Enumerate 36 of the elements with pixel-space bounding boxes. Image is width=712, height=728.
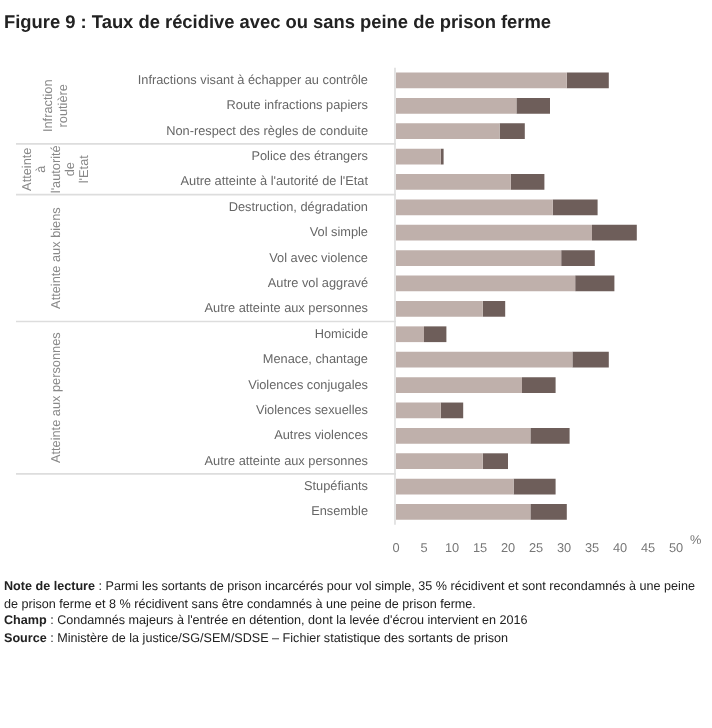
bar xyxy=(396,72,567,89)
bar xyxy=(396,250,562,266)
bar xyxy=(572,351,609,368)
bar xyxy=(396,402,441,419)
bar xyxy=(396,377,522,393)
bar xyxy=(522,377,556,393)
bar xyxy=(575,275,615,292)
bar xyxy=(396,148,441,165)
bar xyxy=(482,300,506,317)
bar xyxy=(396,199,553,216)
bar xyxy=(396,453,483,470)
bar xyxy=(396,478,514,495)
bar xyxy=(530,504,567,520)
bar xyxy=(396,326,424,343)
bar xyxy=(396,97,517,114)
bar xyxy=(592,224,637,241)
bar xyxy=(396,300,483,317)
bar xyxy=(396,275,576,292)
bar xyxy=(396,504,531,520)
bar xyxy=(513,478,556,495)
bar xyxy=(482,453,508,470)
bar xyxy=(530,427,570,444)
bar xyxy=(566,72,609,89)
chart-title: Figure 9 : Taux de récidive avec ou sans peine de prison ferme xyxy=(4,12,552,32)
bar xyxy=(552,199,598,216)
bar xyxy=(424,326,447,343)
bar xyxy=(396,351,573,368)
bar xyxy=(396,174,511,190)
bar xyxy=(516,97,550,114)
bar xyxy=(510,174,545,190)
bar xyxy=(396,123,500,140)
bar xyxy=(396,427,531,444)
bar xyxy=(561,250,595,266)
bar xyxy=(440,402,464,419)
bar xyxy=(499,123,525,140)
bar xyxy=(396,224,592,241)
